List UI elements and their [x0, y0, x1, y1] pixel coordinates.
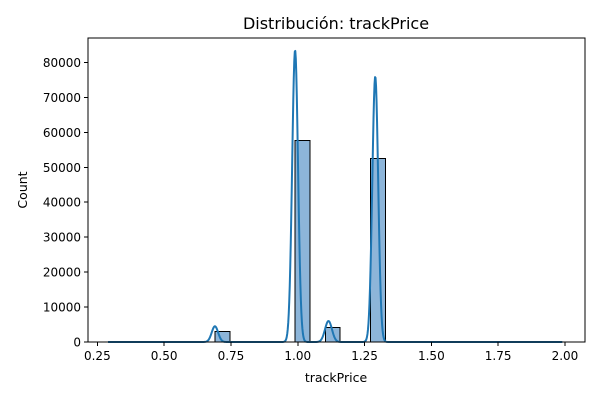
- y-tick-label: 60000: [43, 126, 81, 140]
- y-axis-ticks: 0 10000 20000 30000 40000 50000 60000 70000 8000…: [43, 56, 88, 350]
- kde-density-line: [107, 49, 563, 343]
- y-tick-label: 70000: [43, 91, 81, 105]
- x-axis-ticks: 0.25 0.50 0.75 1.00 1.25 1.50 1.75 2.00: [84, 342, 578, 363]
- y-tick-label: 40000: [43, 196, 81, 210]
- chart-title: Distribución: trackPrice: [243, 14, 429, 33]
- x-tick-label: 1.50: [418, 349, 445, 363]
- y-axis-label: Count: [15, 171, 30, 208]
- x-tick-label: 0.25: [84, 349, 111, 363]
- x-tick-label: 2.00: [552, 349, 579, 363]
- y-tick-label: 80000: [43, 56, 81, 70]
- y-tick-label: 10000: [43, 301, 81, 315]
- x-tick-label: 0.50: [151, 349, 178, 363]
- x-axis-label: trackPrice: [305, 370, 368, 385]
- y-tick-label: 50000: [43, 161, 81, 175]
- x-tick-label: 0.75: [218, 349, 245, 363]
- x-tick-label: 1.25: [351, 349, 378, 363]
- y-tick-label: 0: [73, 336, 81, 350]
- plot-frame: [87, 37, 586, 343]
- kde-layer: [107, 49, 563, 343]
- y-tick-label: 20000: [43, 266, 81, 280]
- x-tick-label: 1.75: [485, 349, 512, 363]
- x-tick-label: 1.00: [284, 349, 311, 363]
- y-tick-label: 30000: [43, 231, 81, 245]
